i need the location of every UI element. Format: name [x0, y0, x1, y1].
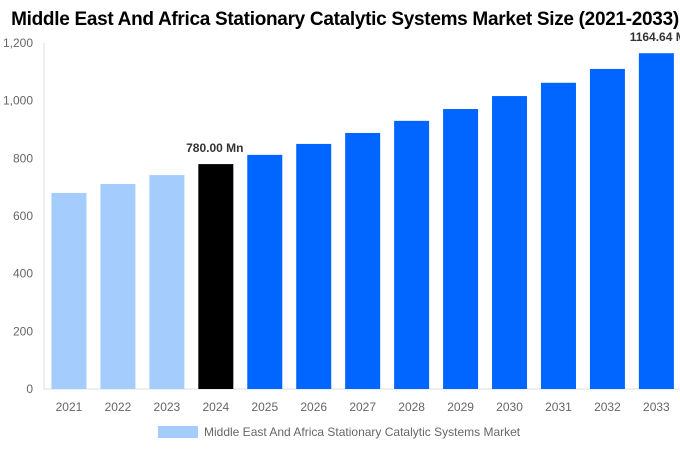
legend[interactable]: Middle East And Africa Stationary Cataly…: [158, 425, 520, 439]
x-tick-label: 2031: [545, 400, 572, 414]
x-tick-label: 2022: [105, 400, 132, 414]
bar-2022: [100, 183, 136, 389]
bar-2026: [296, 143, 332, 389]
y-tick-label: 400: [13, 267, 33, 281]
x-tick-label: 2026: [300, 400, 327, 414]
x-tick-label: 2033: [643, 400, 670, 414]
y-tick-label: 0: [26, 382, 33, 396]
bar-2029: [443, 109, 479, 390]
x-tick-label: 2028: [398, 400, 425, 414]
x-tick-label: 2021: [56, 400, 83, 414]
bar-2032: [589, 68, 625, 389]
y-tick-label: 600: [13, 209, 33, 223]
data-label: 1164.64 Mn: [630, 30, 680, 44]
y-tick-label: 1,000: [3, 94, 33, 108]
bar-2030: [492, 96, 528, 389]
chart-title: Middle East And Africa Stationary Cataly…: [11, 9, 679, 30]
data-label: 780.00 Mn: [186, 141, 243, 155]
bar-2025: [247, 154, 283, 389]
x-tick-label: 2030: [496, 400, 523, 414]
bar-chart: 0 200 400 600 800 1,000 1,200 2021 2022 2023 2024 7…: [3, 30, 680, 414]
bar-2031: [540, 82, 576, 389]
x-tick-label: 2027: [349, 400, 376, 414]
x-tick-label: 2032: [594, 400, 621, 414]
bar-2024: [198, 164, 234, 389]
x-tick-label: 2024: [202, 400, 229, 414]
legend-swatch: [158, 426, 198, 438]
y-tick-label: 1,200: [3, 36, 33, 50]
bar-2033: [638, 53, 674, 389]
x-tick-label: 2025: [251, 400, 278, 414]
x-tick-label: 2029: [447, 400, 474, 414]
y-tick-label: 200: [13, 324, 33, 338]
legend-label: Middle East And Africa Stationary Cataly…: [204, 425, 521, 439]
bar-2023: [149, 175, 185, 389]
x-tick-label: 2023: [154, 400, 181, 414]
bar-2027: [345, 132, 381, 389]
bar-2021: [51, 192, 87, 389]
y-tick-label: 800: [13, 151, 33, 165]
bar-2028: [394, 120, 430, 389]
